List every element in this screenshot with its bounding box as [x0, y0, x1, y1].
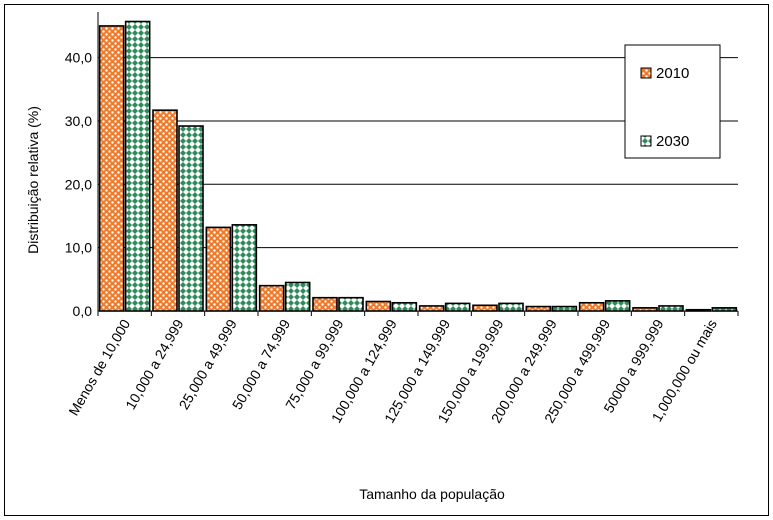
legend: 2010 2030	[624, 44, 721, 159]
legend-label-2010: 2010	[656, 65, 689, 82]
bar-2030	[604, 300, 631, 312]
bar-2010	[152, 109, 178, 312]
bar-2010	[312, 296, 338, 312]
bar-2010	[258, 284, 285, 312]
bar-2030	[658, 305, 684, 312]
y-tick-label: 40,0	[65, 50, 92, 66]
y-tick-label: 20,0	[65, 176, 92, 192]
legend-swatch-2010	[640, 67, 652, 79]
bar-2010	[418, 305, 445, 312]
x-tick-label: 50,000 a 74,999	[229, 316, 294, 412]
bar-2030	[284, 281, 311, 312]
x-tick-label: 10,000 a 24,999	[122, 316, 187, 412]
bar-2030	[231, 224, 258, 312]
axes	[97, 12, 739, 316]
bar-2030	[338, 296, 364, 312]
gridlines	[98, 57, 738, 249]
bar-2030	[444, 302, 471, 312]
bar-2010	[578, 301, 605, 312]
bar-2010	[98, 25, 125, 312]
legend-label-2030: 2030	[656, 133, 689, 150]
y-axis-title: Distribuição relativa (%)	[25, 106, 41, 254]
legend-swatch-2030	[640, 135, 652, 147]
bar-2030	[551, 305, 578, 312]
bar-2030	[391, 301, 418, 312]
bar-2030	[498, 302, 524, 312]
bar-2010	[365, 300, 392, 312]
bar-2030	[124, 20, 151, 312]
bar-2030	[178, 125, 204, 312]
y-tick-label: 30,0	[65, 113, 92, 129]
x-tick-label: 25,000 a 49,999	[175, 316, 240, 412]
bar-2010	[525, 305, 552, 312]
y-tick-label: 0,0	[73, 303, 93, 319]
bar-2010	[472, 304, 498, 312]
y-tick-label: 10,0	[65, 240, 92, 256]
x-tick-label: 75,000 a 99,999	[282, 316, 347, 412]
bar-2010	[205, 226, 232, 312]
x-axis-title: Tamanho da população	[359, 486, 505, 502]
y-tick-labels: 0,0 10,0 20,0 30,0 40,0	[65, 50, 92, 319]
